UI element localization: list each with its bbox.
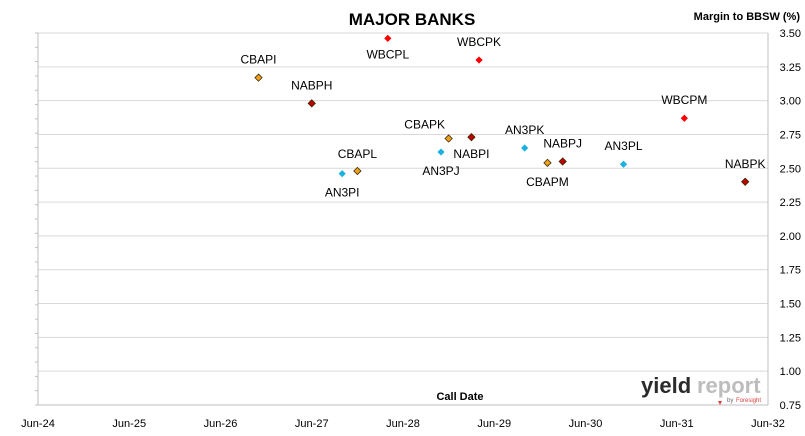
y-tick-label: 3.25	[780, 62, 801, 74]
point-label-cbapk: CBAPK	[404, 118, 445, 132]
gridlines	[35, 32, 769, 406]
x-tick-label: Jun-28	[386, 418, 420, 430]
point-label-an3pj: AN3PJ	[422, 164, 459, 178]
point-label-wbcpm: WBCPM	[661, 93, 707, 107]
point-label-wbcpk: WBCPK	[457, 35, 501, 49]
yieldreport-logo: yield report by Foresight	[641, 373, 761, 404]
logo-yield-text: yield	[641, 373, 691, 398]
logo-arrow-icon	[718, 401, 722, 405]
axis-ticks: 0.75 1.00 1.25 1.50 1.75 2.00 2.25 2.50 2.75 3.00…	[21, 28, 801, 430]
point-cbapm	[543, 158, 552, 168]
x-tick-label: Jun-24	[21, 418, 55, 430]
point-nabpj	[558, 157, 567, 166]
point-an3pi	[338, 170, 346, 178]
y-tick-label: 2.00	[780, 231, 801, 243]
point-label-nabph: NABPH	[291, 78, 332, 92]
x-axis-label: Call Date	[436, 391, 483, 403]
y-tick-label: 2.75	[780, 129, 801, 141]
y-tick-label: 2.50	[780, 163, 801, 175]
x-tick-label: Jun-27	[295, 418, 329, 430]
y-tick-label: 3.00	[780, 96, 801, 108]
point-an3pk	[521, 144, 529, 152]
x-tick-label: Jun-25	[112, 418, 146, 430]
x-tick-label: Jun-30	[569, 418, 603, 430]
x-tick-label: Jun-32	[751, 418, 785, 430]
point-cbapl	[353, 166, 362, 176]
point-cbapk	[444, 134, 453, 143]
y-tick-label: 1.25	[780, 332, 801, 344]
point-wbcpl	[384, 34, 392, 43]
point-label-nabpi: NABPI	[453, 147, 489, 161]
y-tick-label: 3.50	[780, 28, 801, 40]
logo-foresight-text: Foresight	[736, 398, 761, 404]
point-label-cbapi: CBAPI	[241, 53, 277, 67]
point-wbcpm	[680, 114, 688, 122]
point-label-nabpk: NABPK	[725, 157, 766, 171]
y-tick-label: 1.00	[780, 366, 801, 378]
point-an3pj	[437, 148, 445, 156]
y-tick-label: 0.75	[780, 400, 801, 412]
data-points: WBCPL WBCPK WBCPM CBAPI CBAPL CBAPK CBAPM NABPH…	[241, 34, 766, 405]
point-nabpi	[467, 132, 476, 142]
point-label-an3pl: AN3PL	[605, 139, 643, 153]
x-tick-label: Jun-31	[660, 418, 694, 430]
point-wbcpk	[475, 56, 483, 64]
point-an3pl	[619, 160, 628, 168]
point-label-cbapm: CBAPM	[526, 175, 569, 189]
logo-report-text: report	[697, 373, 761, 398]
y-tick-label: 1.50	[780, 299, 801, 311]
y-axis-label: Margin to BBSW (%)	[694, 11, 801, 23]
x-tick-label: Jun-29	[477, 418, 511, 430]
point-label-wbcpl: WBCPL	[366, 47, 409, 61]
point-cbapi	[254, 73, 263, 82]
y-tick-label: 2.25	[780, 197, 801, 209]
logo-byline-text: by	[727, 398, 733, 404]
y-tick-label: 1.75	[780, 265, 801, 277]
point-label-nabpj: NABPJ	[543, 137, 582, 151]
point-label-an3pk: AN3PK	[505, 123, 544, 137]
x-tick-label: Jun-26	[204, 418, 238, 430]
chart-title: MAJOR BANKS	[349, 10, 476, 29]
point-nabph	[307, 99, 316, 108]
point-label-cbapl: CBAPL	[338, 147, 378, 161]
point-label-an3pi: AN3PI	[325, 186, 360, 200]
point-nabpk	[741, 177, 750, 186]
